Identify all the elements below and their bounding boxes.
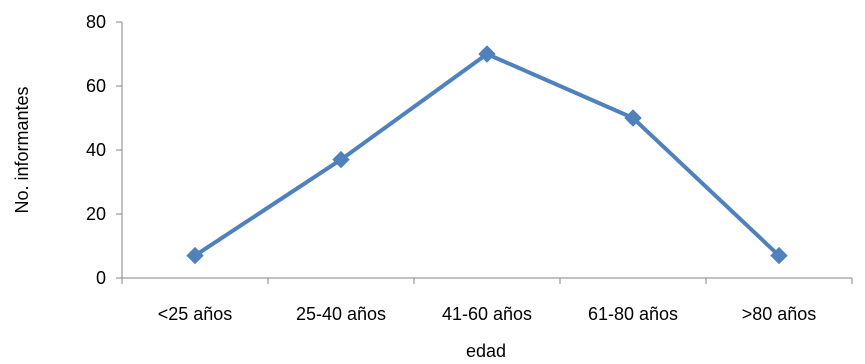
data-point-marker bbox=[624, 109, 642, 127]
series-line bbox=[193, 52, 781, 258]
data-point-marker bbox=[332, 150, 350, 169]
y-axis-ticks: 0 20 40 60 80 bbox=[86, 12, 122, 288]
y-tick-label: 40 bbox=[86, 140, 106, 160]
data-point-marker bbox=[770, 246, 788, 265]
x-axis-title: edad bbox=[466, 341, 506, 361]
y-axis-title: No. informantes bbox=[12, 86, 32, 213]
x-tick-label: <25 años bbox=[158, 304, 233, 324]
x-tick-label: >80 años bbox=[742, 304, 817, 324]
x-tick-label: 61-80 años bbox=[588, 304, 678, 324]
data-point-marker bbox=[186, 246, 204, 265]
y-tick-label: 20 bbox=[86, 204, 106, 224]
x-tick-label: 25-40 años bbox=[296, 304, 386, 324]
y-tick-label: 0 bbox=[96, 268, 106, 288]
y-tick-label: 80 bbox=[86, 12, 106, 32]
series-group bbox=[186, 45, 788, 265]
x-axis-ticks: <25 años 25-40 años 41-60 años 61-80 años >8… bbox=[121, 278, 853, 324]
data-point-marker bbox=[478, 45, 496, 63]
x-tick-label: 41-60 años bbox=[442, 304, 532, 324]
y-tick-label: 60 bbox=[86, 76, 106, 96]
